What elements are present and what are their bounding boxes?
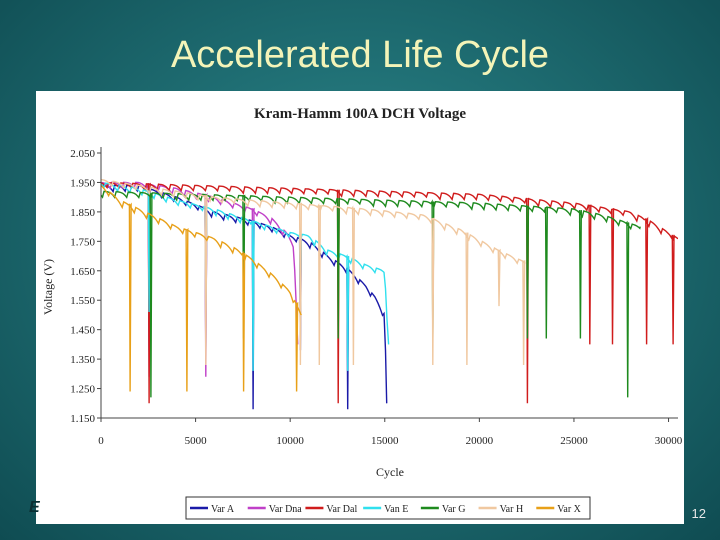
corner-logo-letter: E (29, 499, 40, 516)
y-tick-label: 1.950 (70, 177, 95, 189)
legend-label: Var A (211, 504, 235, 515)
series-line-var-x (100, 184, 302, 392)
y-axis-label: Voltage (V) (41, 259, 55, 315)
y-tick-label: 1.850 (70, 207, 95, 219)
x-tick-label: 10000 (276, 435, 304, 447)
slide-title: Accelerated Life Cycle (170, 34, 550, 76)
x-tick-label: 20000 (466, 435, 494, 447)
y-tick-label: 1.450 (70, 325, 95, 337)
y-tick-label: 2.050 (70, 148, 95, 160)
series-line-var-dal (100, 181, 679, 404)
chart-title: Kram-Hamm 100A DCH Voltage (254, 106, 466, 122)
y-tick-label: 1.350 (70, 354, 95, 366)
x-tick-label: 30000 (655, 435, 683, 447)
legend-label: Var X (557, 504, 581, 515)
y-tick-label: 1.650 (70, 266, 95, 278)
x-tick-label: 5000 (185, 435, 208, 447)
legend-label: Van E (384, 504, 408, 515)
legend-label: Var G (442, 504, 466, 515)
series-line-var-h (100, 178, 526, 366)
y-tick-label: 1.150 (70, 413, 95, 425)
chart-svg: Kram-Hamm 100A DCH Voltage 2.050 1.950 1.8… (41, 106, 683, 520)
legend-label: Var Dal (326, 504, 357, 515)
chart-panel: Kram-Hamm 100A DCH Voltage 2.050 1.950 1.8… (36, 91, 684, 524)
x-tick-label: 25000 (560, 435, 588, 447)
y-tick-label: 1.550 (70, 295, 95, 307)
legend-label: Var Dna (269, 504, 303, 515)
y-tick-label: 1.250 (70, 384, 95, 396)
x-tick-label: 15000 (371, 435, 399, 447)
page-number: 12 (691, 506, 706, 521)
y-tick-label: 1.750 (70, 236, 95, 248)
legend-box (185, 496, 591, 520)
legend-label: Var H (500, 504, 524, 515)
x-axis-label: Cycle (376, 465, 404, 479)
x-tick-label: 0 (98, 435, 104, 447)
